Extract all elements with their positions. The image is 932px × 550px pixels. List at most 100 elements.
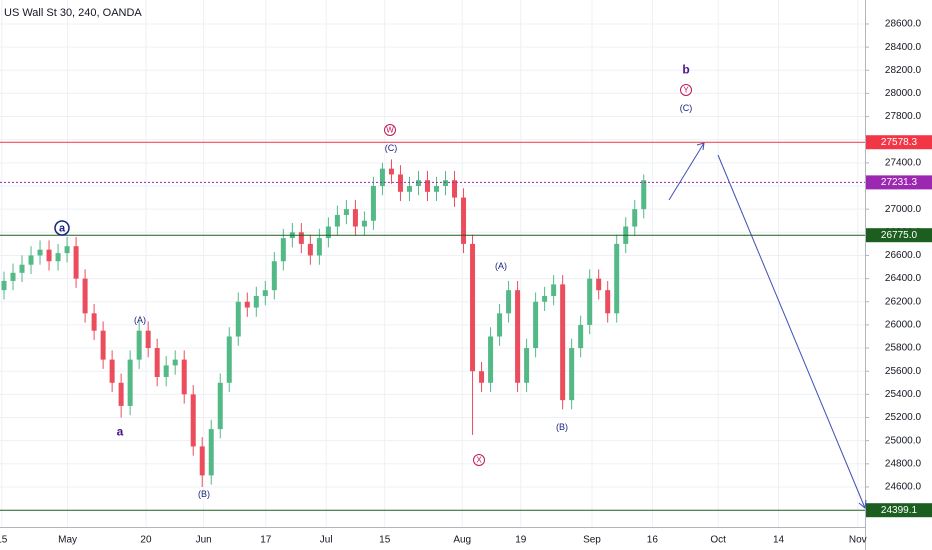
- candle-body: [136, 330, 142, 360]
- candle-body: [280, 238, 286, 262]
- candle-body: [424, 180, 430, 192]
- wave-label: (A): [495, 261, 507, 271]
- candle-body: [370, 186, 376, 221]
- candle-body: [497, 313, 503, 337]
- candle-body: [470, 243, 476, 372]
- candle-body: [91, 313, 97, 331]
- level-label-box: [866, 503, 932, 518]
- candle-body: [226, 336, 232, 383]
- candle-body: [154, 348, 160, 377]
- candle-body: [208, 429, 214, 476]
- y-tick-label: 25400.0: [885, 389, 922, 400]
- candle-body: [181, 359, 187, 395]
- candle-body: [488, 336, 494, 383]
- candle-body: [406, 186, 412, 192]
- candle-body: [388, 168, 394, 175]
- candle-body: [614, 243, 620, 314]
- x-tick-label: 20: [140, 535, 152, 546]
- y-tick-label: 28400.0: [885, 42, 922, 53]
- x-tick-label: Jun: [196, 535, 212, 546]
- candle-body: [271, 261, 277, 291]
- candle-body: [145, 330, 151, 349]
- y-tick-label: 25600.0: [885, 366, 922, 377]
- candle-body: [28, 255, 34, 265]
- annotation-circle: [473, 454, 485, 466]
- wave-label: X: [476, 456, 482, 465]
- candle-body: [82, 278, 88, 314]
- y-tick-label: 24800.0: [885, 458, 922, 469]
- candle-body: [118, 382, 124, 406]
- candle-body: [596, 278, 602, 291]
- candle-body: [578, 324, 584, 349]
- candle-body: [479, 371, 485, 383]
- x-tick-label: 17: [260, 535, 272, 546]
- candle-body: [515, 290, 521, 383]
- y-tick-label: 25200.0: [885, 412, 922, 423]
- wave-label: Y: [683, 86, 689, 95]
- level-label-box: [866, 228, 932, 243]
- x-tick-label: May: [58, 535, 77, 546]
- candle-body: [533, 301, 539, 349]
- level-label-box: [866, 175, 932, 190]
- candle-body: [235, 301, 241, 337]
- y-tick-label: 25800.0: [885, 343, 922, 354]
- candle-body: [163, 365, 169, 377]
- candle-body: [343, 209, 349, 215]
- candle-body: [397, 174, 403, 192]
- arrow-head: [858, 499, 867, 509]
- wave-label: (B): [556, 422, 568, 432]
- projection-arrow: [668, 142, 705, 201]
- candle-body: [37, 249, 43, 256]
- candle-body: [569, 348, 575, 401]
- candle-body: [190, 394, 196, 447]
- x-tick-label: Aug: [453, 535, 471, 546]
- y-tick-label: 24600.0: [885, 482, 922, 493]
- x-tick-label: 14: [773, 535, 785, 546]
- candle-body: [524, 348, 530, 383]
- y-tick-label: 26400.0: [885, 273, 922, 284]
- candle-body: [560, 284, 566, 401]
- candle-body: [461, 197, 467, 244]
- x-tick-label: Jul: [320, 535, 333, 546]
- candle-body: [46, 249, 52, 262]
- x-tick-label: 16: [647, 535, 659, 546]
- candle-body: [632, 209, 638, 227]
- candle-body: [587, 278, 593, 325]
- y-tick-label: 26000.0: [885, 320, 922, 331]
- wave-label: W: [386, 126, 394, 135]
- x-tick-label: Sep: [583, 535, 601, 546]
- candle-body: [73, 246, 79, 279]
- candle-body: [452, 180, 458, 198]
- candle-body: [19, 264, 25, 273]
- candle-body: [298, 232, 304, 244]
- candle-body: [443, 180, 449, 187]
- candle-body: [172, 359, 178, 366]
- y-tick-label: 28000.0: [885, 88, 922, 99]
- level-label: 26775.0: [881, 230, 918, 241]
- candle-body: [542, 295, 548, 302]
- wave-label: (C): [385, 143, 398, 153]
- level-label: 24399.1: [881, 505, 918, 516]
- y-tick-label: 26600.0: [885, 250, 922, 261]
- candle-body: [217, 382, 223, 430]
- candle-body: [262, 290, 268, 296]
- candle-body: [325, 226, 331, 239]
- candle-body: [605, 290, 611, 314]
- x-tick-label: Oct: [710, 535, 726, 546]
- x-tick-label: Nov: [849, 535, 867, 546]
- candle-body: [1, 280, 7, 291]
- annotation-circle: [680, 84, 692, 96]
- candle-body: [434, 186, 439, 192]
- y-tick-label: 28200.0: [885, 65, 922, 76]
- candle-body: [379, 168, 385, 187]
- arrow-head: [696, 142, 705, 151]
- level-label: 27578.3: [881, 137, 918, 148]
- chart-title: US Wall St 30, 240, OANDA: [4, 7, 142, 19]
- candle-body: [10, 272, 16, 281]
- plot: [1, 159, 647, 487]
- wave-label: a: [117, 425, 124, 439]
- candle-body: [334, 214, 340, 227]
- candle-body: [244, 301, 250, 308]
